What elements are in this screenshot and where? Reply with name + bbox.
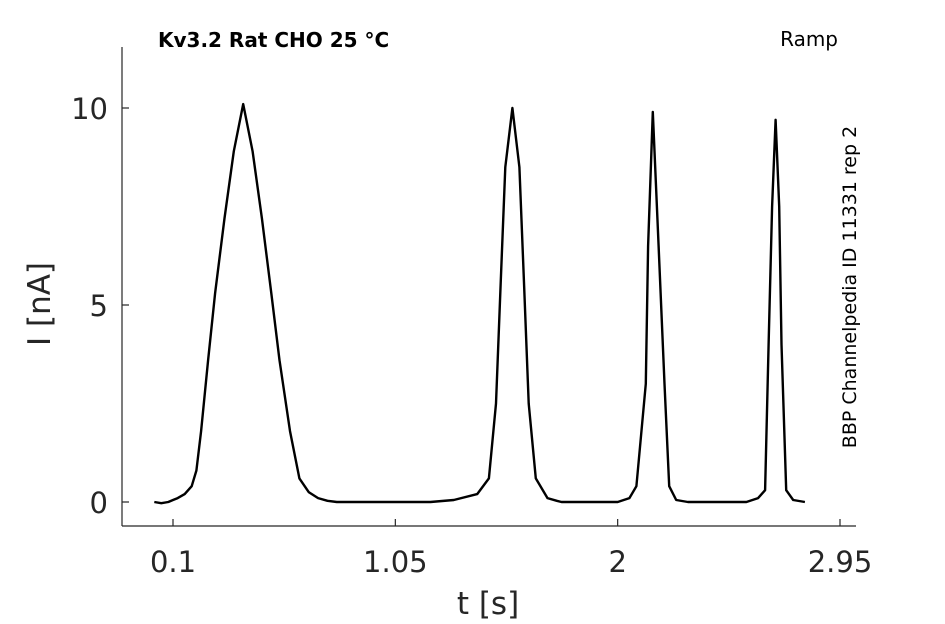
y-tick-label: 10 [71, 92, 108, 126]
x-tick-label: 2 [608, 545, 626, 579]
x-axis-label: t [s] [457, 586, 519, 622]
y-tick-label: 0 [90, 486, 108, 520]
chart-title: Kv3.2 Rat CHO 25 °C [158, 28, 389, 52]
axes [121, 47, 856, 527]
plot-area [154, 102, 806, 505]
x-tick-label: 0.1 [150, 545, 196, 579]
x-tick-label: 1.05 [363, 545, 428, 579]
y-axis-label: I [nA] [22, 262, 58, 346]
y-tick-label: 5 [90, 289, 108, 323]
current-trace [154, 102, 806, 505]
ticks: 0.1 1.05 2 2.95 0 5 10 [71, 92, 872, 579]
side-annotation: BBP Channelpedia ID 11331 rep 2 [839, 126, 861, 448]
protocol-label: Ramp [780, 27, 838, 51]
x-tick-label: 2.95 [808, 545, 873, 579]
